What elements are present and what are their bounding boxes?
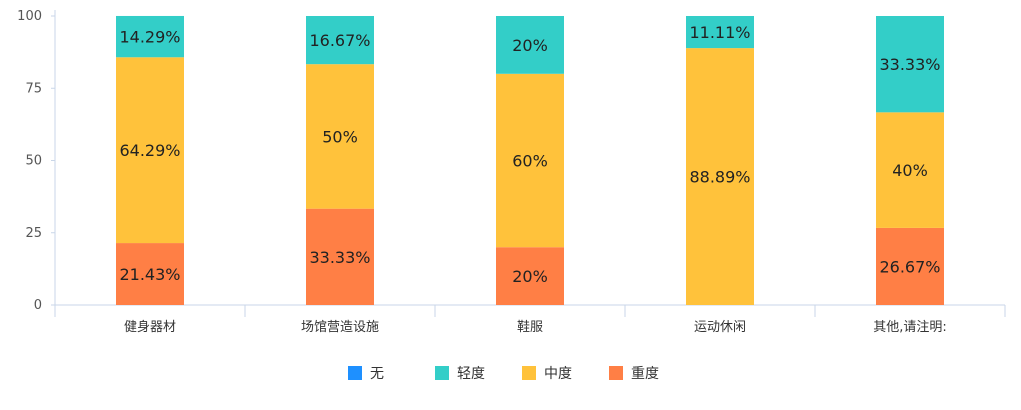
data-label: 33.33%: [309, 248, 370, 267]
bars: [116, 15, 944, 305]
x-category-label: 运动休闲: [694, 320, 746, 335]
legend-swatch: [522, 366, 536, 380]
data-labels: 21.43% 64.29% 14.29% 33.33% 50% 16.67% 20% 60% 2…: [119, 23, 940, 286]
bar-segment: [116, 15, 184, 58]
bar-segment: [686, 48, 754, 305]
legend-label: 中度: [544, 366, 572, 382]
y-tick-label: 0: [34, 298, 42, 313]
bar-segment: [116, 243, 184, 305]
legend: 无 轻度 中度 重度: [348, 366, 659, 382]
x-category-label: 健身器材: [124, 319, 176, 335]
data-label: 40%: [892, 161, 928, 180]
x-category-label: 其他,请注明:: [873, 320, 947, 335]
data-label: 16.67%: [309, 31, 370, 50]
bar-segment: [306, 64, 374, 209]
y-tick-label: 25: [25, 226, 42, 241]
bar-segment: [876, 227, 944, 305]
data-label: 20%: [512, 267, 548, 286]
data-label: 88.89%: [689, 168, 750, 187]
bar-segment: [496, 247, 564, 305]
y-tick-label: 75: [25, 81, 42, 96]
data-label: 11.11%: [689, 23, 750, 42]
data-label: 50%: [322, 127, 358, 146]
data-label: 33.33%: [879, 55, 940, 74]
bar-segment: [306, 16, 374, 65]
legend-swatch: [609, 366, 623, 380]
x-category-label: 场馆营造设施: [301, 320, 379, 335]
legend-swatch: [435, 366, 449, 380]
bar-segment: [306, 208, 374, 305]
bar-segment: [876, 16, 944, 113]
x-category-label: 鞋服: [517, 319, 543, 335]
data-label: 20%: [512, 36, 548, 55]
data-label: 64.29%: [119, 141, 180, 160]
bar-segment: [876, 112, 944, 228]
data-label: 21.43%: [119, 265, 180, 284]
data-label: 26.67%: [879, 257, 940, 276]
data-label: 14.29%: [119, 28, 180, 47]
bar-segment: [496, 73, 564, 248]
legend-label: 重度: [631, 366, 659, 382]
bar-segment: [496, 16, 564, 74]
legend-swatch: [348, 366, 362, 380]
y-tick-label: 50: [25, 154, 42, 169]
y-tick-label: 100: [17, 9, 42, 24]
legend-label: 无: [370, 366, 384, 382]
bar-segment: [116, 57, 184, 244]
data-label: 60%: [512, 152, 548, 171]
bar-segment: [686, 16, 754, 49]
legend-label: 轻度: [457, 366, 485, 382]
